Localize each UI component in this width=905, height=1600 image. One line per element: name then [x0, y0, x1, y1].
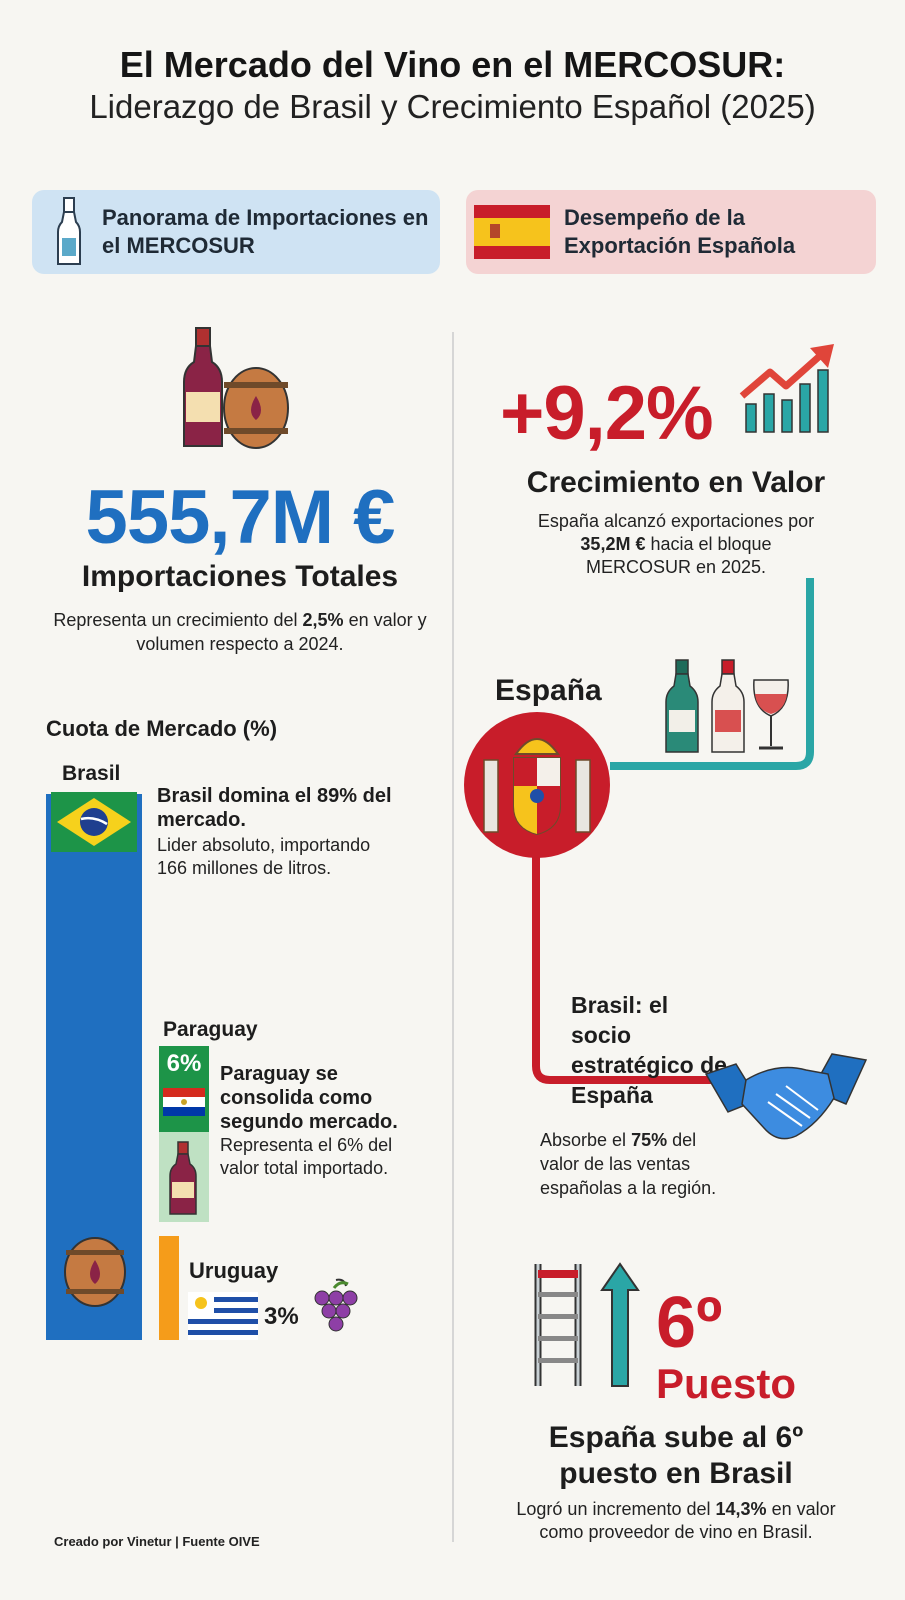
imports-text-before: Representa un crecimiento del [53, 610, 303, 630]
uruguay-label: Uruguay [189, 1258, 279, 1283]
rank-text-before: Logró un incremento del [516, 1499, 716, 1519]
barrel-icon [64, 1237, 126, 1307]
paraguay-share-value: 6% [166, 1050, 202, 1077]
rank-word: Puesto [656, 1360, 797, 1407]
handshake-icon [704, 1053, 868, 1140]
export-growth-heading: Crecimiento en Valor [526, 466, 826, 499]
market-share-title: Cuota de Mercado (%) [46, 716, 278, 741]
section-header-imports: Panorama de Importaciones en el MERCOSUR [32, 190, 440, 274]
rank-increase-value: 14,3% [715, 1499, 767, 1519]
brazil-flag-icon [51, 792, 137, 852]
spain-flag-icon [474, 205, 550, 259]
bottle-icon [57, 197, 81, 265]
export-text-after: hacia el bloque MERCOSUR en 2025. [585, 534, 772, 577]
export-growth-description: España alcanzó exportaciones por 35,2M €… [466, 510, 886, 579]
absorbe-text-after: del valor de las ventas españolas a la r… [540, 1130, 717, 1198]
wine-bottle-barrel-icon [183, 327, 289, 449]
section-label-imports: Panorama de Importaciones en el MERCOSUR [102, 205, 429, 258]
paraguay-detail: Representa el 6% del valor total importa… [220, 1135, 393, 1178]
paraguay-flag-icon [163, 1088, 205, 1116]
footer-credit: Creado por Vinetur | Fuente OIVE [54, 1534, 260, 1549]
rank-heading: España sube al 6º puesto en Brasil [548, 1421, 804, 1490]
paraguay-label: Paraguay [163, 1018, 258, 1041]
export-text-before: España alcanzó exportaciones por [537, 511, 815, 531]
uruguay-share-bar [159, 1236, 179, 1340]
imports-description: Representa un crecimiento del 2,5% en va… [40, 608, 440, 656]
brasil-label: Brasil [62, 762, 121, 785]
absorbe-text-before: Absorbe el [540, 1130, 632, 1150]
wine-bottle-icon [169, 1141, 197, 1215]
page-title: El Mercado del Vino en el MERCOSUR: [119, 44, 786, 85]
grapes-icon [314, 1278, 358, 1332]
partner-title: Brasil: el socio estratégico de España [571, 992, 727, 1108]
export-value: 35,2M € [580, 534, 646, 554]
brasil-info: Brasil domina el 89% del mercado. Lider … [157, 784, 407, 880]
export-growth-value: +9,2% [500, 371, 714, 456]
section-label-exports: Desempeño de la Exportación Española [564, 205, 796, 258]
uruguay-share-value: 3% [264, 1303, 299, 1330]
imports-text-after: en valor y volumen respecto a 2024. [136, 610, 427, 654]
rank-value: 6º [656, 1283, 723, 1363]
growth-chart-icon [739, 344, 834, 433]
rank-text-after: en valor como proveedor de vino en Brasi… [539, 1499, 836, 1542]
imports-growth-value: 2,5% [302, 610, 344, 630]
partner-description: Absorbe el 75% del valor de las ventas e… [540, 1128, 730, 1200]
page-subtitle: Liderazgo de Brasil y Crecimiento Españo… [89, 88, 816, 125]
absorbe-value: 75% [631, 1130, 668, 1150]
paraguay-info: Paraguay se consolida como segundo merca… [220, 1062, 410, 1180]
uruguay-flag-icon [188, 1292, 258, 1340]
imports-heading: Importaciones Totales [81, 560, 399, 593]
country-label-espana: España [495, 674, 602, 707]
ladder-icon [534, 1264, 582, 1386]
arrow-up-icon [600, 1262, 640, 1387]
imports-total-value: 555,7M € [85, 475, 396, 560]
rank-description: Logró un incremento del 14,3% en valor c… [466, 1498, 886, 1544]
brasil-headline: Brasil domina el 89% del mercado. [157, 785, 392, 831]
column-divider [452, 332, 454, 1542]
bottles-glass-icon [665, 659, 789, 753]
spain-coat-of-arms-icon [464, 712, 610, 858]
paraguay-headline: Paraguay se consolida como segundo merca… [220, 1063, 398, 1133]
section-header-exports: Desempeño de la Exportación Española [466, 190, 876, 274]
brasil-detail: Lider absoluto, importando 166 millones … [157, 835, 371, 878]
